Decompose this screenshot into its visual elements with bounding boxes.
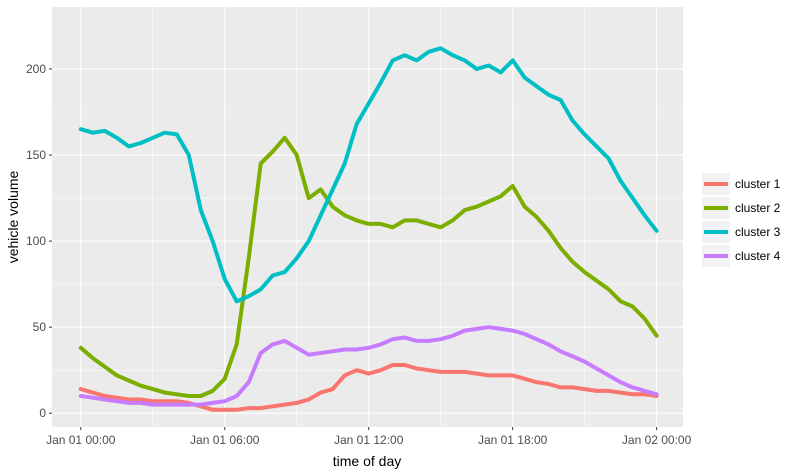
series-group (78, 46, 659, 412)
x-tick-label: Jan 01 06:00 (190, 433, 260, 447)
legend: cluster 1 cluster 2 cluster 3 cluster 4 (702, 173, 781, 267)
series-line-cluster-3 (78, 46, 659, 304)
grid-minor (52, 7, 683, 427)
y-tick-label: 100 (26, 234, 46, 248)
y-tick-label: 50 (33, 320, 47, 334)
legend-label: cluster 3 (735, 225, 781, 239)
series-line-cluster-2 (78, 135, 659, 398)
x-axis: Jan 01 00:00 Jan 01 06:00 Jan 01 12:00 Jan … (46, 427, 692, 447)
y-tick-label: 150 (26, 148, 46, 162)
x-tick-label: Jan 01 00:00 (46, 433, 116, 447)
x-axis-title: time of day (333, 453, 401, 469)
x-tick-label: Jan 02 00:00 (622, 433, 692, 447)
legend-label: cluster 2 (735, 201, 781, 215)
grid-major (52, 7, 683, 427)
x-tick-label: Jan 01 12:00 (334, 433, 404, 447)
legend-label: cluster 1 (735, 177, 781, 191)
y-axis-title: vehicle volume (5, 170, 21, 263)
series-line-cluster-1 (78, 363, 659, 412)
legend-label: cluster 4 (735, 249, 781, 263)
y-tick-label: 200 (26, 62, 46, 76)
x-tick-label: Jan 01 18:00 (478, 433, 548, 447)
y-axis: 0 50 100 150 200 (26, 62, 52, 420)
series-line-cluster-4 (78, 325, 659, 407)
y-tick-label: 0 (39, 406, 46, 420)
